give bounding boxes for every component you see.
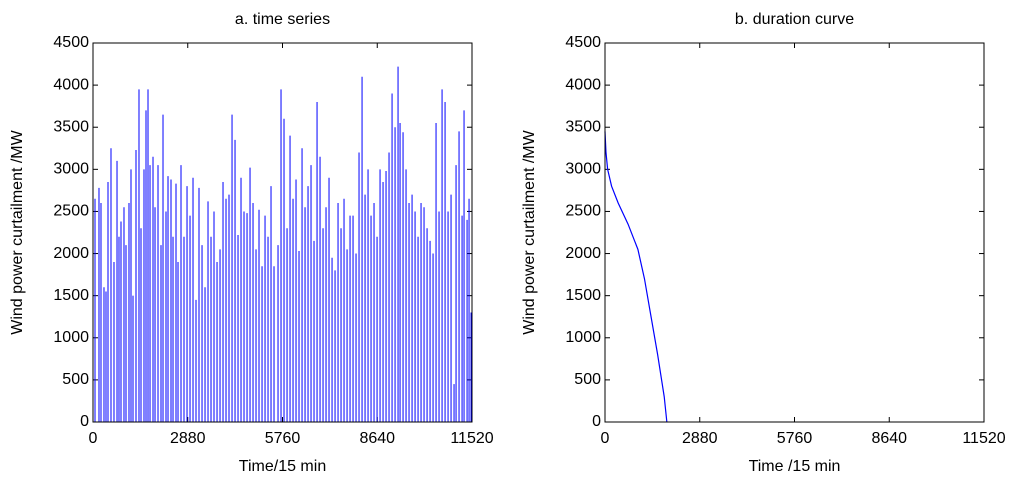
x-tick-label: 5760	[265, 430, 301, 447]
y-tick-label: 2000	[53, 245, 89, 262]
x-tick-label: 0	[601, 430, 610, 447]
y-tick-label: 3000	[565, 161, 601, 178]
y-tick-label: 3500	[565, 118, 601, 135]
y-tick-label: 0	[80, 413, 89, 430]
y-axis-label: Wind power curtailment /MW	[9, 129, 26, 334]
y-tick-label: 4500	[53, 34, 89, 51]
plot-frame	[92, 42, 473, 423]
chart-title: b. duration curve	[735, 11, 854, 28]
x-tick-label: 2880	[682, 430, 718, 447]
x-tick-label: 11520	[450, 430, 493, 447]
x-tick-label: 8640	[359, 430, 395, 447]
y-tick-label: 1000	[53, 329, 89, 346]
y-axis-label: Wind power curtailment /MW	[521, 129, 538, 334]
y-tick-label: 1500	[565, 287, 601, 304]
x-tick-label: 2880	[170, 430, 206, 447]
x-tick-label: 0	[89, 430, 98, 447]
y-tick-label: 2500	[565, 203, 601, 220]
x-tick-label: 8640	[871, 430, 907, 447]
x-axis-label: Time/15 min	[239, 458, 326, 475]
y-tick-label: 3500	[53, 118, 89, 135]
curve	[604, 131, 668, 423]
y-tick-label: 3000	[53, 161, 89, 178]
y-tick-label: 0	[592, 413, 601, 430]
chart-title: a. time series	[235, 11, 330, 28]
y-tick-label: 500	[62, 371, 89, 388]
y-tick-label: 1500	[53, 287, 89, 304]
y-tick-label: 1000	[565, 329, 601, 346]
x-tick-label: 11520	[962, 430, 1005, 447]
y-tick-label: 4000	[565, 76, 601, 93]
y-tick-label: 2500	[53, 203, 89, 220]
plot-frame	[604, 42, 985, 423]
x-axis-label: Time /15 min	[749, 458, 841, 475]
y-tick-label: 500	[574, 371, 601, 388]
y-tick-label: 2000	[565, 245, 601, 262]
y-tick-label: 4500	[565, 34, 601, 51]
x-tick-label: 5760	[777, 430, 813, 447]
y-tick-label: 4000	[53, 76, 89, 93]
